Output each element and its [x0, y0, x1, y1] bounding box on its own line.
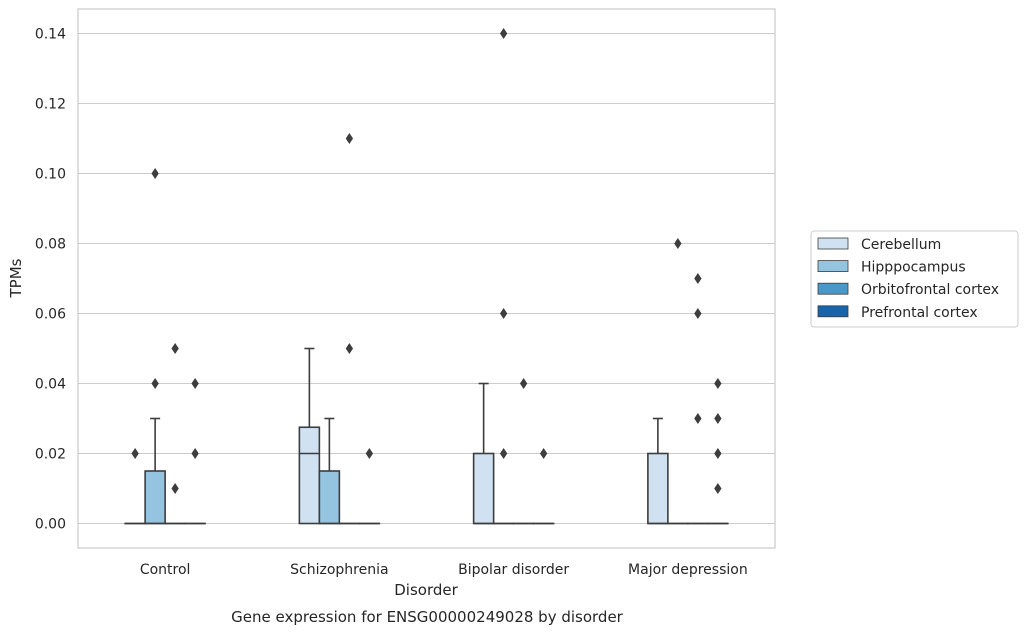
box-group [512, 377, 535, 525]
marks-layer [124, 27, 729, 525]
box [647, 452, 669, 525]
box-group [124, 447, 146, 525]
outlier-point [539, 447, 548, 460]
chart-caption: Gene expression for ENSG00000249028 by d… [231, 608, 624, 626]
y-tick-label: 0.14 [35, 27, 66, 43]
y-tick-label: 0.04 [35, 377, 66, 393]
box [144, 470, 166, 525]
legend-swatch [817, 305, 849, 318]
outlier-point [151, 377, 159, 390]
outlier-point [714, 482, 722, 495]
box-group [164, 342, 186, 525]
outlier-point [499, 27, 508, 40]
box-group [144, 167, 166, 525]
y-tick-label: 0.10 [35, 167, 66, 183]
box-group [532, 447, 555, 525]
x-tick-label: Control [140, 562, 191, 578]
outlier-point [499, 447, 508, 460]
outlier-point [714, 377, 722, 390]
legend: Cerebellum Hipppocampus Orbitofrontal cort… [810, 230, 1019, 328]
box-group [687, 272, 709, 525]
box-group [472, 382, 495, 525]
legend-label: Orbitofrontal cortex [861, 282, 999, 298]
outlier-point [694, 272, 702, 285]
outlier-point [191, 377, 199, 390]
legend-label: Prefrontal cortex [861, 305, 978, 321]
x-tick-label: Bipolar disorder [458, 562, 569, 578]
box [318, 470, 341, 525]
y-tick-label: 0.02 [35, 447, 66, 463]
box-group [492, 27, 515, 525]
outlier-point [151, 167, 159, 180]
outlier-point [694, 307, 702, 320]
x-tick-label: Schizophrenia [290, 562, 388, 578]
x-axis-title: Disorder [394, 581, 458, 599]
box-group [707, 377, 729, 525]
y-axis-title: TPMs [7, 258, 25, 298]
y-tick-label: 0.08 [35, 237, 66, 253]
outlier-point [499, 307, 508, 320]
box-group [338, 132, 361, 525]
grid-layer [78, 33, 775, 524]
outlier-point [694, 412, 702, 425]
outlier-point [131, 447, 139, 460]
plot-frame [77, 8, 776, 549]
legend-swatch [817, 237, 849, 250]
y-tick-label: 0.12 [35, 97, 66, 113]
box [472, 452, 495, 525]
outlier-point [714, 412, 722, 425]
outlier-point [191, 447, 199, 460]
box-group [298, 347, 321, 525]
x-tick-label: Major depression [628, 562, 748, 578]
box [298, 426, 321, 525]
outlier-point [674, 237, 682, 250]
box-group [667, 237, 689, 525]
legend-label: Hipppocampus [861, 260, 966, 276]
outlier-point [345, 132, 354, 145]
legend-swatch [817, 282, 849, 295]
outlier-point [519, 377, 528, 390]
legend-label: Cerebellum [861, 237, 941, 253]
y-tick-label: 0.06 [35, 307, 66, 323]
outlier-point [714, 447, 722, 460]
outlier-point [171, 342, 179, 355]
x-tick-labels: Control Schizophrenia Bipolar disorder Majo… [140, 562, 748, 578]
legend-swatch [817, 260, 849, 273]
y-tick-label: 0.00 [35, 517, 66, 533]
outlier-point [365, 447, 374, 460]
box-group [647, 417, 669, 525]
box-group [358, 447, 381, 525]
outlier-point [345, 342, 354, 355]
box-group [184, 377, 206, 525]
legend-frame [810, 230, 1019, 328]
box-group [318, 417, 341, 525]
outlier-point [171, 482, 179, 495]
y-tick-labels: 0.00 0.02 0.04 0.06 0.08 0.10 0.12 0.14 [35, 27, 66, 533]
